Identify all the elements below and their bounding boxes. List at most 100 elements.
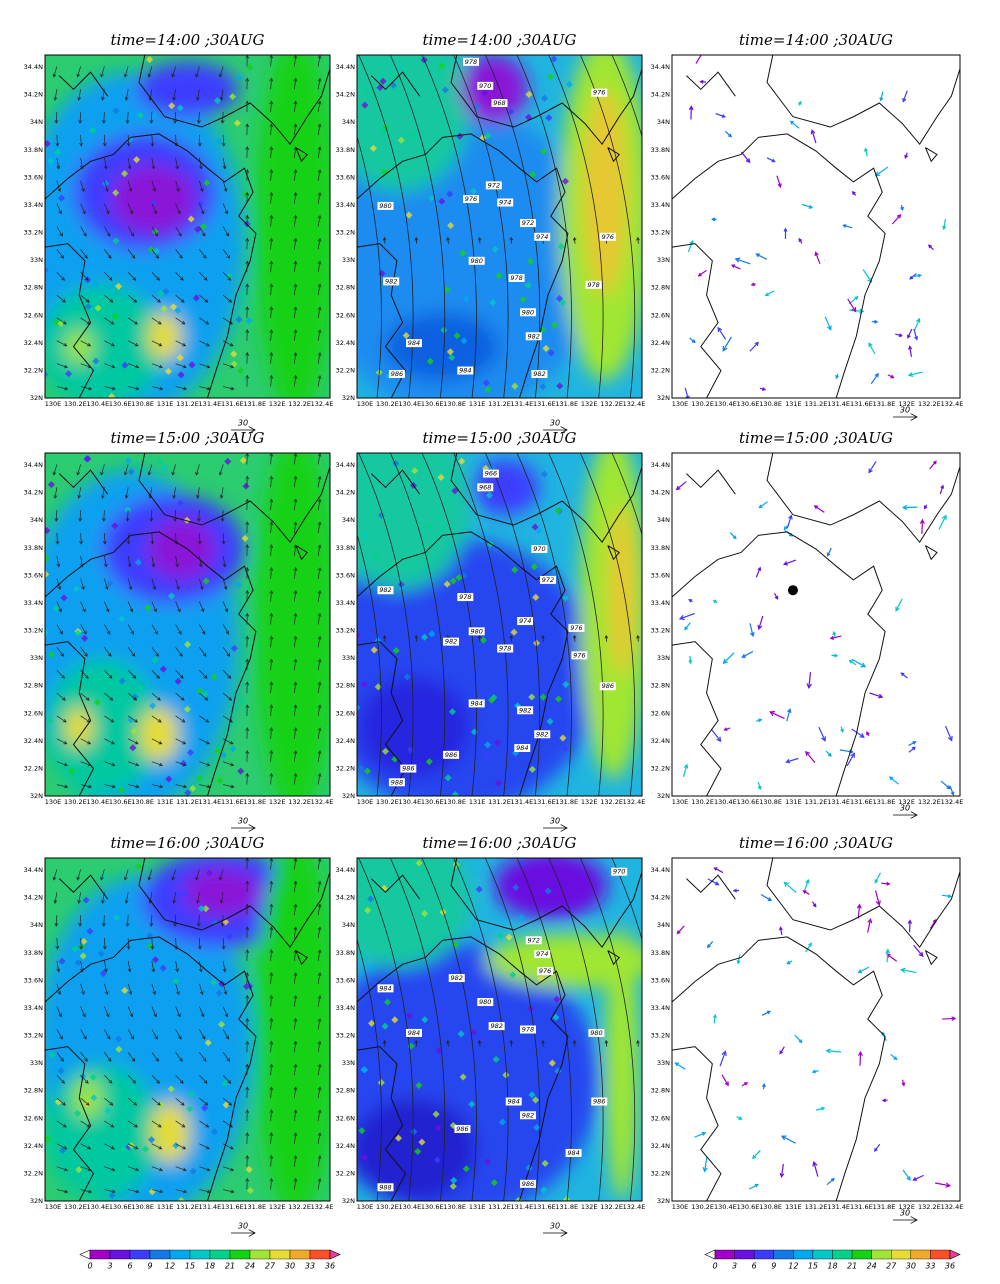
field-blob [150, 1102, 190, 1164]
field-blob [39, 285, 164, 408]
contour-label: 980 [470, 627, 482, 635]
contour-label: 986 [402, 765, 414, 773]
lon-tick-label: 130.2E [691, 798, 714, 806]
lat-tick-label: 32.8N [651, 1087, 670, 1095]
lon-tick-label: 131E [469, 400, 486, 408]
lon-tick-label: 132.2E [288, 1203, 311, 1211]
wind-arrow [669, 238, 670, 244]
field-blob [582, 89, 628, 295]
lon-tick-label: 131E [157, 798, 174, 806]
map-panel: time=14:00 ;30AUG34.4N34.2N34N33.8N33.6N… [17, 31, 336, 433]
colorbar-cell [310, 1250, 330, 1259]
contour-label: 970 [479, 82, 491, 90]
lon-tick-label: 131.2E [176, 798, 199, 806]
field-blob [256, 38, 336, 415]
lat-tick-label: 34.4N [651, 63, 670, 71]
lat-tick-label: 34N [657, 921, 670, 929]
lon-tick-label: 130.8E [759, 798, 782, 806]
lat-tick-label: 33.4N [336, 599, 355, 607]
map-panel: time=14:00 ;30AUG97897096897698097697297… [314, 21, 703, 434]
colorbar-label: 0 [712, 1262, 717, 1271]
contour-label: 974 [499, 198, 511, 206]
colorbar-cell [813, 1250, 833, 1259]
contour-label: 968 [479, 483, 491, 491]
lon-tick-label: 131E [785, 798, 802, 806]
lat-tick-label: 32.4N [651, 737, 670, 745]
contour-label: 982 [379, 586, 391, 594]
colorbar-label: 6 [752, 1262, 757, 1271]
lon-tick-label: 130.6E [737, 798, 760, 806]
lat-tick-label: 33.6N [336, 173, 355, 181]
lon-tick-label: 130E [357, 1203, 374, 1211]
lon-tick-label: 130.6E [109, 798, 132, 806]
lat-tick-label: 32.2N [651, 366, 670, 374]
field-blob [256, 436, 336, 813]
colorbar-cell [930, 1250, 950, 1259]
lat-tick-label: 32.8N [24, 284, 43, 292]
lat-tick-label: 33.8N [336, 949, 355, 957]
colorbar-label: 9 [147, 1262, 152, 1271]
colorbar-cell [754, 1250, 774, 1259]
lat-tick-label: 33.4N [651, 1004, 670, 1012]
contour-label: 984 [408, 1029, 420, 1037]
panel-title: time=16:00 ;30AUG [422, 834, 576, 852]
lat-tick-label: 32N [657, 792, 670, 800]
lon-tick-label: 131.4E [827, 400, 850, 408]
contour-label: 974 [519, 617, 531, 625]
contour-label: 984 [508, 1098, 520, 1106]
lon-tick-label: 130.4E [398, 798, 421, 806]
lon-tick-label: 131E [157, 1203, 174, 1211]
lat-tick-label: 33.2N [336, 627, 355, 635]
contour-label: 980 [522, 308, 534, 316]
lon-tick-label: 131E [785, 400, 802, 408]
colorbar-high-end [330, 1250, 340, 1259]
contour-label: 984 [567, 1149, 579, 1157]
lon-tick-label: 130E [45, 400, 62, 408]
lon-tick-label: 131.2E [488, 400, 511, 408]
contour-label: 980 [379, 202, 391, 210]
contour-label: 984 [516, 744, 528, 752]
lat-tick-label: 34.4N [24, 63, 43, 71]
lat-tick-label: 34.2N [336, 489, 355, 497]
lon-tick-label: 132E [269, 1203, 286, 1211]
lon-tick-label: 130.6E [737, 400, 760, 408]
contour-label: 980 [479, 998, 491, 1006]
lon-tick-label: 130.8E [443, 1203, 466, 1211]
lat-tick-label: 33.4N [651, 201, 670, 209]
lat-tick-label: 34N [342, 921, 355, 929]
lat-tick-label: 33.6N [336, 571, 355, 579]
lat-tick-label: 34N [30, 516, 43, 524]
lat-tick-label: 32.8N [336, 1087, 355, 1095]
lon-tick-label: 132.4E [311, 1203, 334, 1211]
lat-tick-label: 33.4N [651, 599, 670, 607]
contour-label: 984 [470, 699, 482, 707]
panel-title: time=15:00 ;30AUG [422, 429, 576, 447]
contour-label: 982 [527, 332, 539, 340]
reference-vector-label: 30 [550, 419, 560, 428]
contour-label: 976 [539, 967, 551, 975]
lat-tick-label: 32N [342, 394, 355, 402]
lon-tick-label: 132.4E [311, 798, 334, 806]
contour-label: 982 [451, 974, 463, 982]
lat-tick-label: 33.4N [24, 599, 43, 607]
lat-tick-label: 33.6N [651, 976, 670, 984]
field-blob [357, 676, 471, 779]
lat-tick-label: 34N [30, 118, 43, 126]
lon-tick-label: 131.6E [221, 1203, 244, 1211]
colorbar-label: 18 [827, 1262, 837, 1271]
lat-tick-label: 33.8N [336, 146, 355, 154]
colorbar-label: 18 [205, 1262, 215, 1271]
colorbar-cell [715, 1250, 735, 1259]
lon-tick-label: 131.4E [827, 798, 850, 806]
lon-tick-label: 131.6E [850, 798, 873, 806]
contour-label: 982 [519, 706, 531, 714]
contour-label: 968 [493, 99, 505, 107]
lon-tick-label: 131.6E [533, 400, 556, 408]
lon-tick-label: 131.6E [533, 798, 556, 806]
contour-label: 966 [485, 470, 497, 478]
colorbar-cell [852, 1250, 872, 1259]
lon-tick-label: 132.2E [600, 798, 623, 806]
lon-tick-label: 131.8E [555, 400, 578, 408]
lon-tick-label: 130.2E [376, 400, 399, 408]
